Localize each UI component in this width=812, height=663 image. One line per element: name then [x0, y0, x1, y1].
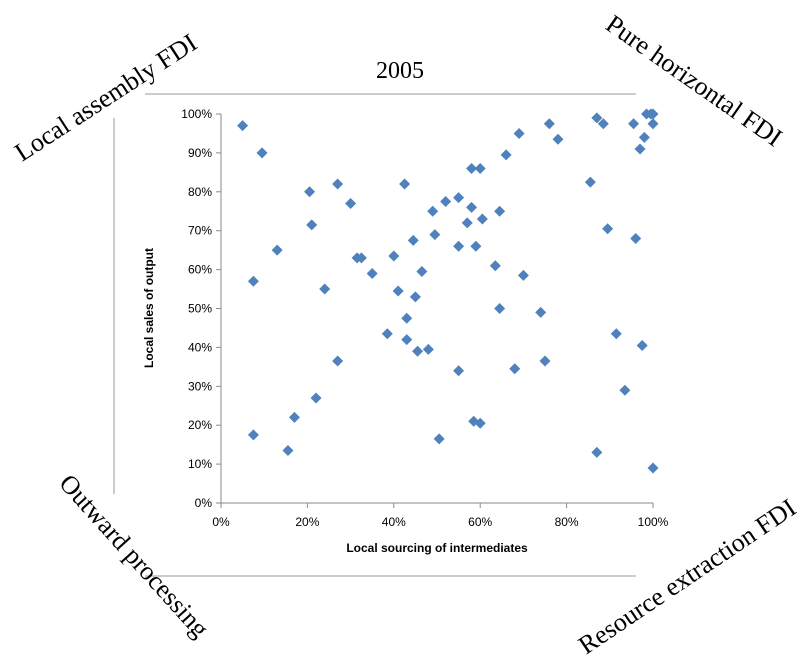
scatter-point	[466, 201, 478, 213]
scatter-point	[602, 223, 614, 235]
scatter-point	[474, 162, 486, 174]
scatter-point	[282, 444, 294, 456]
scatter-point	[237, 120, 249, 132]
scatter-point	[638, 131, 650, 143]
scatter-point	[474, 417, 486, 429]
scatter-point	[628, 118, 640, 130]
y-tick-label: 70%	[188, 224, 212, 238]
scatter-point	[306, 219, 318, 231]
scatter-point	[427, 205, 439, 217]
scatter-point	[630, 232, 642, 244]
y-tick-label: 60%	[188, 263, 212, 277]
y-tick-label: 80%	[188, 185, 212, 199]
scatter-point	[494, 303, 506, 314]
scatter-point	[399, 178, 411, 190]
scatter-point	[392, 285, 404, 297]
y-tick-label: 20%	[188, 418, 212, 432]
x-tick-label: 100%	[638, 515, 669, 529]
x-tick-label: 60%	[468, 515, 492, 529]
scatter-point	[401, 312, 413, 324]
scatter-point	[597, 118, 609, 130]
y-axis-ticks: 0% 10% 20% 30% 40% 50% 60% 70% 80% 90% 100%	[181, 107, 221, 510]
scatter-point	[584, 176, 596, 188]
chart-title: 2005	[376, 58, 424, 84]
x-axis-title: Local sourcing of intermediates	[346, 541, 528, 555]
scatter-point	[247, 429, 259, 441]
scatter-point	[247, 275, 259, 287]
scatter-point	[453, 365, 465, 377]
scatter-point	[345, 197, 357, 209]
scatter-point	[634, 143, 646, 155]
scatter-point	[332, 178, 344, 190]
scatter-point	[319, 283, 331, 295]
scatter-point	[416, 266, 428, 278]
y-tick-label: 50%	[188, 302, 212, 316]
scatter-point	[422, 343, 434, 355]
x-tick-label: 40%	[382, 515, 406, 529]
scatter-point	[489, 260, 501, 272]
scatter-point	[500, 149, 512, 161]
scatter-point	[409, 291, 421, 303]
y-tick-label: 40%	[188, 340, 212, 354]
corner-label-bottom-left: Outward processing	[54, 469, 215, 643]
scatter-point	[440, 196, 452, 208]
scatter-point	[429, 229, 441, 241]
scatter-point	[271, 244, 283, 256]
scatter-point	[535, 306, 547, 318]
scatter-point	[453, 192, 465, 204]
scatter-point	[355, 252, 367, 264]
scatter-point	[381, 328, 393, 340]
scatter-point	[591, 446, 603, 458]
x-tick-label: 80%	[555, 515, 579, 529]
scatter-point	[517, 269, 529, 281]
scatter-point	[619, 384, 631, 396]
scatter-point	[256, 147, 268, 159]
scatter-point	[407, 234, 419, 246]
scatter-point	[433, 433, 445, 445]
corner-label-top-left: Local assembly FDI	[9, 28, 202, 167]
scatter-point	[476, 213, 488, 225]
scatter-points	[237, 108, 659, 474]
scatter-point	[610, 328, 622, 340]
y-tick-label: 0%	[195, 496, 213, 510]
scatter-point	[310, 392, 322, 404]
y-axis-title: Local sales of output	[142, 248, 156, 368]
scatter-point	[543, 118, 555, 130]
y-tick-label: 10%	[188, 457, 212, 471]
scatter-point	[552, 133, 564, 145]
scatter-point	[332, 355, 344, 367]
scatter-point	[304, 186, 316, 198]
scatter-point	[636, 339, 648, 351]
scatter-point	[366, 267, 378, 279]
x-tick-label: 20%	[295, 515, 319, 529]
scatter-point	[591, 112, 603, 124]
scatter-point	[509, 363, 521, 375]
scatter-point	[647, 462, 659, 474]
scatter-point	[453, 240, 465, 252]
scatter-point	[513, 127, 525, 139]
scatter-point	[412, 345, 424, 357]
scatter-point	[539, 355, 551, 367]
scatter-point	[466, 162, 478, 174]
scatter-point	[288, 411, 300, 423]
scatter-point	[388, 250, 400, 262]
scatter-point	[470, 240, 482, 252]
scatter-point	[494, 205, 506, 217]
y-tick-label: 100%	[181, 107, 212, 121]
scatter-point	[461, 217, 473, 229]
scatter-point	[401, 334, 413, 346]
x-axis-ticks: 0% 20% 40% 60% 80% 100%	[212, 503, 669, 529]
scatter-point	[647, 108, 659, 120]
y-tick-label: 30%	[188, 379, 212, 393]
x-tick-label: 0%	[212, 515, 230, 529]
y-tick-label: 90%	[188, 146, 212, 160]
corner-label-top-right: Pure horizontal FDI	[601, 9, 788, 152]
scatter-point	[647, 118, 659, 130]
